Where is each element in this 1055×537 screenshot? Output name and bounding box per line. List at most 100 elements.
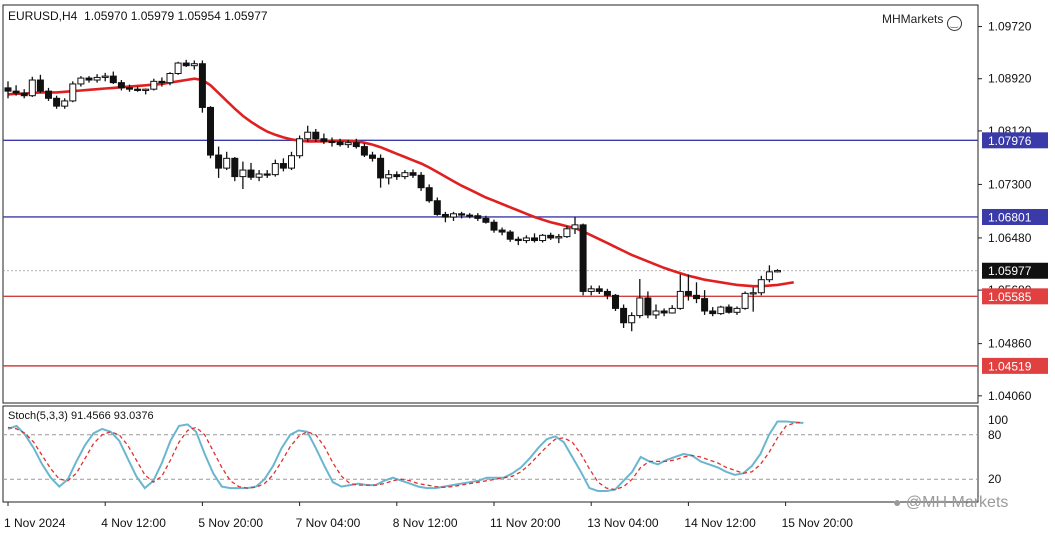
candle-body-bull — [69, 83, 77, 102]
candle — [652, 304, 660, 319]
candle — [69, 81, 77, 103]
candle — [101, 72, 109, 82]
candle-body-bull — [749, 292, 757, 295]
candle — [701, 290, 709, 315]
candle-body-bear — [466, 214, 474, 217]
candle-body-bull — [741, 292, 749, 309]
candle — [579, 223, 587, 296]
candle — [522, 235, 530, 244]
candle — [555, 234, 563, 244]
symbol-header: EURUSD,H4 1.05970 1.05979 1.05954 1.0597… — [8, 9, 268, 23]
time-tick-label: 4 Nov 12:00 — [101, 516, 166, 530]
candle — [53, 95, 61, 109]
candle-body-bear — [603, 290, 611, 296]
stoch-k-line — [7, 420, 804, 492]
candle-body-bear — [263, 173, 271, 176]
candle-body-bear — [644, 297, 652, 316]
price-tick-label: 1.07300 — [988, 177, 1032, 191]
candle-body-bear — [158, 80, 166, 84]
symbol-label: EURUSD,H4 — [8, 9, 78, 23]
candle-body-bear — [684, 290, 692, 296]
candle — [441, 211, 449, 223]
candle — [417, 172, 425, 191]
candle — [401, 170, 409, 180]
candle — [247, 162, 255, 180]
candle-body-bear — [20, 92, 28, 97]
candle-body-bull — [668, 307, 676, 314]
candle — [774, 269, 781, 273]
candle-body-bull — [239, 169, 247, 178]
candle-body-bull — [733, 307, 741, 313]
candle-body-bear — [701, 298, 709, 312]
candle — [20, 89, 28, 99]
candle-body-bull — [296, 138, 304, 157]
candle — [757, 275, 765, 296]
candle-body-bear — [595, 288, 603, 292]
candle-body-bear — [369, 154, 376, 159]
candle-body-bull — [450, 213, 457, 218]
time-tick-label: 7 Nov 04:00 — [296, 516, 361, 530]
candle-body-bear — [328, 140, 336, 144]
candle — [628, 312, 636, 332]
candle — [514, 236, 522, 246]
candle-body-bull — [77, 77, 85, 85]
candle — [117, 80, 125, 91]
candle-body-bull — [522, 237, 530, 242]
candle — [320, 133, 328, 144]
candle-body-bull — [628, 315, 636, 324]
candle — [271, 159, 279, 177]
candle — [109, 71, 117, 84]
candle-body-bull — [288, 155, 295, 169]
candle — [474, 213, 482, 221]
candle-body-bear — [4, 87, 12, 92]
candle — [612, 294, 619, 312]
candle — [466, 213, 474, 219]
candle-body-bull — [571, 224, 579, 230]
time-tick-label: 8 Nov 12:00 — [393, 516, 458, 530]
candle — [636, 279, 644, 319]
candle — [142, 88, 150, 95]
candle — [231, 157, 239, 182]
candle-body-bear — [490, 221, 498, 231]
candle-body-bear — [53, 97, 61, 107]
candle — [409, 169, 417, 178]
candle — [336, 138, 344, 147]
candle-body-bear — [458, 213, 466, 216]
candle-body-bull — [255, 173, 263, 178]
candle — [741, 291, 749, 310]
candle-body-bear — [360, 146, 368, 156]
level-labels: 1.07976 1.06801 1.05977 1.05585 1.04519 — [982, 132, 1048, 374]
moving-average-layer — [7, 77, 794, 288]
candle-body-bull — [401, 172, 409, 178]
candle-body-bull — [652, 310, 660, 316]
level-label: 1.05977 — [988, 264, 1032, 278]
candle-body-bear — [531, 237, 538, 242]
candle — [288, 151, 295, 171]
candle — [531, 233, 538, 243]
main-pane-frame — [2, 4, 979, 404]
price-tick-label: 1.06480 — [988, 231, 1032, 245]
candle-body-bear — [36, 79, 44, 92]
time-tick-label: 13 Nov 04:00 — [587, 516, 659, 530]
candle-body-bear — [207, 106, 214, 156]
candle — [571, 217, 579, 235]
candle — [344, 140, 352, 148]
level-label-bg — [982, 262, 1048, 279]
candle — [360, 143, 368, 158]
candle-body-bear — [498, 229, 506, 233]
candle-body-bull — [150, 80, 158, 90]
candle — [490, 219, 498, 233]
candle — [393, 171, 401, 180]
candle-body-bull — [385, 174, 393, 179]
candle-body-bull — [61, 100, 69, 107]
candle-body-bear — [215, 154, 223, 169]
candle-body-bull — [142, 88, 150, 91]
candle — [587, 285, 595, 296]
candle — [458, 211, 466, 219]
candle — [717, 305, 725, 315]
level-label: 1.05585 — [988, 290, 1032, 304]
candle-body-bear — [433, 200, 441, 215]
candle — [644, 291, 652, 319]
